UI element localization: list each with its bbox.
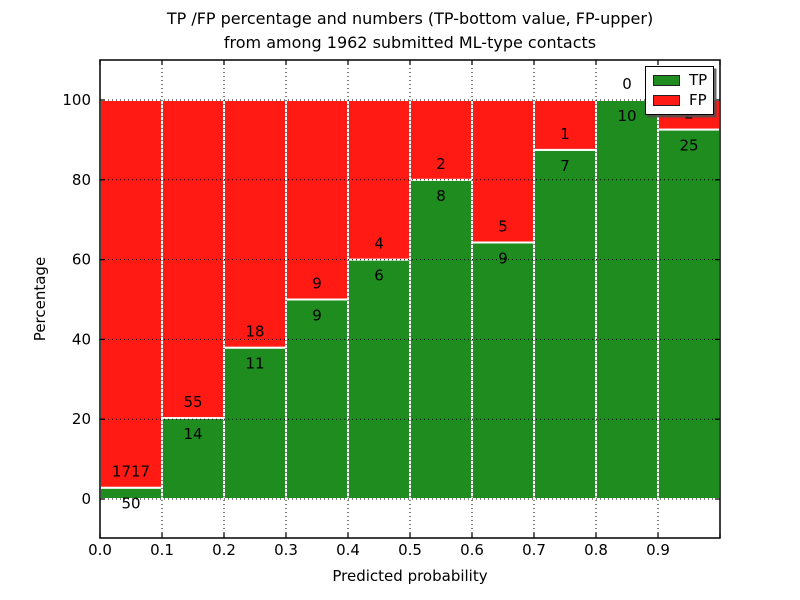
tp-bar-segment <box>657 128 721 501</box>
tp-bar-segment <box>471 241 535 500</box>
fp-count-label: 18 <box>245 323 264 341</box>
y-tick-label: 100 <box>62 91 91 109</box>
x-tick-label: 0.4 <box>336 541 360 559</box>
x-tick-label: 0.0 <box>88 541 112 559</box>
chart-title-line1: TP /FP percentage and numbers (TP-bottom… <box>166 9 654 28</box>
chart-title: TP /FP percentage and numbers (TP-bottom… <box>100 7 720 55</box>
tp-count-label: 10 <box>617 107 636 125</box>
fp-bar-segment <box>99 99 163 489</box>
fp-bar-segment <box>223 99 287 349</box>
legend-swatch-fp-icon <box>653 95 680 106</box>
y-tick-label: 80 <box>72 171 91 189</box>
tp-count-label: 9 <box>312 306 322 324</box>
chart-title-line2: from among 1962 submitted ML-type contac… <box>223 33 597 52</box>
tp-bar-segment <box>595 99 659 500</box>
fp-count-label: 4 <box>374 235 384 253</box>
fp-count-label: 0 <box>622 75 632 93</box>
fp-count-label: 55 <box>183 393 202 411</box>
legend-label-fp: FP <box>689 91 707 109</box>
y-tick-label: 20 <box>72 410 91 428</box>
x-tick-label: 0.5 <box>398 541 422 559</box>
y-axis-label: Percentage <box>31 256 49 342</box>
tp-count-label: 25 <box>679 137 698 155</box>
fp-count-label: 5 <box>498 218 508 236</box>
fp-count-label: 9 <box>312 275 322 293</box>
tp-count-label: 11 <box>245 355 264 373</box>
y-tick-label: 40 <box>72 330 91 348</box>
legend-item-fp: FP <box>653 91 707 109</box>
y-tick-label: 0 <box>81 490 91 508</box>
legend-label-tp: TP <box>689 71 708 89</box>
legend-item-tp: TP <box>653 71 708 89</box>
y-tick-label: 60 <box>72 251 91 269</box>
x-axis-label: Predicted probability <box>332 567 488 585</box>
fp-bar-segment <box>471 99 535 244</box>
x-tick-label: 0.9 <box>646 541 670 559</box>
tp-count-label: 6 <box>374 267 384 285</box>
x-tick-label: 0.7 <box>522 541 546 559</box>
tp-count-label: 14 <box>183 425 202 443</box>
tp-bar-segment <box>533 148 597 500</box>
fp-bar-segment <box>161 99 225 420</box>
fp-bar-segment <box>347 99 411 261</box>
fp-bar-segment <box>409 99 473 181</box>
x-tick-label: 0.6 <box>460 541 484 559</box>
tp-count-label: 8 <box>436 187 446 205</box>
x-tick-label: 0.2 <box>212 541 236 559</box>
tp-count-label: 9 <box>498 249 508 267</box>
tp-bar-segment <box>347 258 411 500</box>
tp-bar-segment <box>285 298 349 500</box>
fp-bar-segment <box>533 99 597 151</box>
legend-swatch-tp-icon <box>653 75 680 86</box>
x-tick-label: 0.3 <box>274 541 298 559</box>
fp-count-label: 1 <box>560 125 570 143</box>
fp-count-label: 1717 <box>112 463 150 481</box>
legend: TP FP <box>645 66 714 115</box>
tp-count-label: 7 <box>560 157 570 175</box>
fp-count-label: 2 <box>436 155 446 173</box>
x-tick-label: 0.1 <box>150 541 174 559</box>
tp-count-label: 50 <box>121 495 140 513</box>
fp-bar-segment <box>285 99 349 301</box>
x-tick-label: 0.8 <box>584 541 608 559</box>
